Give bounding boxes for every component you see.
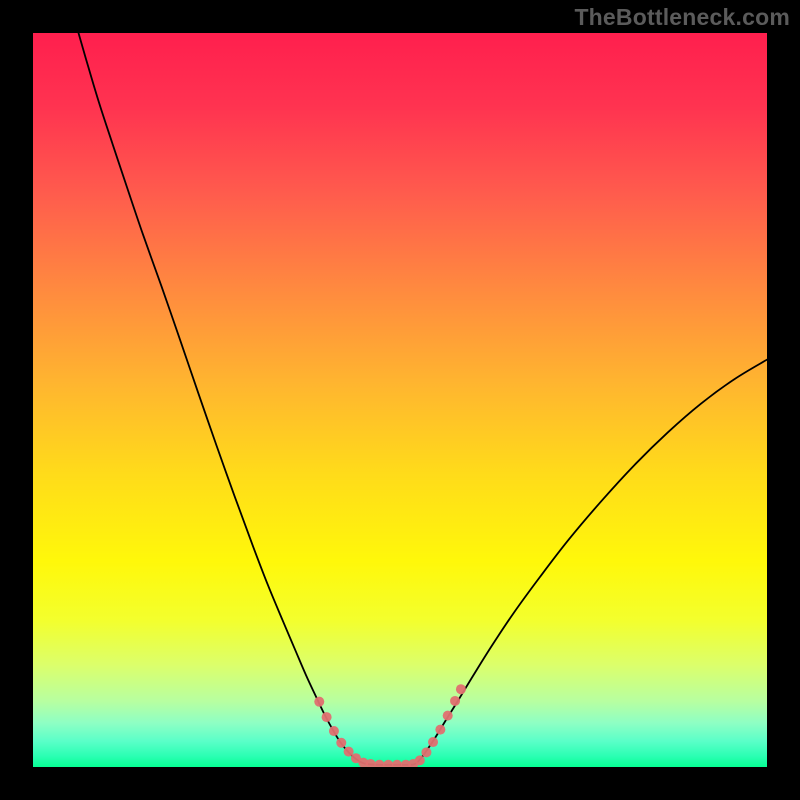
- plot-background: [33, 33, 767, 767]
- curve-marker: [428, 737, 438, 747]
- curve-marker: [450, 696, 460, 706]
- curve-marker: [421, 747, 431, 757]
- curve-marker: [314, 697, 324, 707]
- curve-marker: [322, 712, 332, 722]
- curve-marker: [415, 755, 425, 765]
- watermark-text: TheBottleneck.com: [574, 4, 790, 31]
- curve-marker: [443, 711, 453, 721]
- curve-marker: [336, 738, 346, 748]
- chart-stage: TheBottleneck.com: [0, 0, 800, 800]
- curve-marker: [329, 726, 339, 736]
- curve-marker: [456, 684, 466, 694]
- bottleneck-chart: [0, 0, 800, 800]
- curve-marker: [435, 725, 445, 735]
